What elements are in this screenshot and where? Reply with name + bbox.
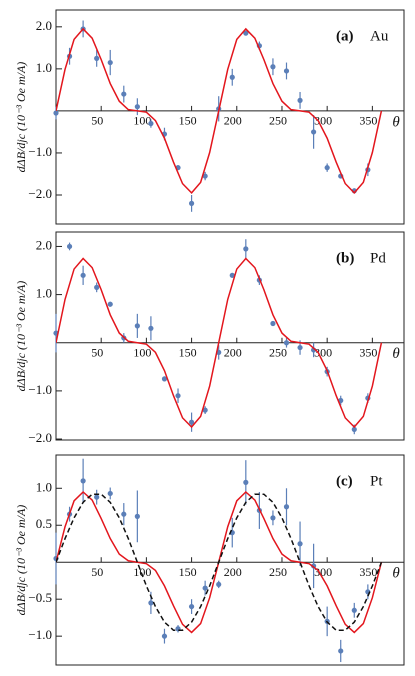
data-point (134, 104, 140, 110)
y-axis-label: dΔB/djc (10⁻³ Oe m/A) (14, 505, 28, 616)
x-tick-label: 50 (91, 345, 103, 359)
x-tick-label: 150 (179, 565, 197, 579)
x-tick-label: 350 (359, 345, 377, 359)
data-point (202, 585, 208, 591)
y-tick-label: 1.0 (36, 479, 52, 494)
data-point (188, 419, 195, 425)
data-point (324, 165, 330, 171)
x-tick-label: 150 (179, 345, 197, 359)
data-point (202, 407, 208, 413)
material-label: Au (370, 28, 389, 44)
x-tick-label: 250 (269, 345, 287, 359)
data-point (338, 648, 344, 654)
y-tick-label: −1.0 (28, 144, 52, 159)
x-tick-label: 100 (133, 565, 151, 579)
data-point (161, 633, 168, 639)
data-point (297, 344, 303, 351)
x-tick-label: 350 (359, 114, 377, 128)
data-point (351, 607, 357, 613)
data-point (107, 59, 113, 66)
data-point (283, 340, 290, 346)
x-axis-label: θ (392, 346, 400, 362)
y-tick-label: 1.0 (36, 60, 52, 75)
x-tick-label: 300 (314, 345, 332, 359)
data-point (66, 243, 73, 250)
y-tick-label: −1.0 (28, 627, 52, 642)
y-tick-label: 2.0 (36, 237, 52, 252)
data-point (311, 129, 317, 135)
fit-curve (56, 257, 383, 429)
y-tick-label: −0.5 (28, 590, 52, 605)
y-tick-label: 2.0 (36, 18, 52, 33)
x-tick-label: 250 (269, 565, 287, 579)
data-point (297, 97, 303, 103)
data-point (243, 30, 249, 36)
x-tick-label: 150 (179, 114, 197, 128)
panel-label: (a) (336, 28, 354, 44)
data-point (229, 74, 235, 80)
material-label: Pt (370, 473, 383, 489)
x-tick-label: 200 (224, 345, 242, 359)
material-label: Pd (370, 250, 386, 266)
data-point (297, 541, 303, 547)
data-point (80, 272, 86, 278)
x-tick-label: 200 (224, 565, 242, 579)
data-point (188, 603, 195, 610)
data-point (270, 320, 276, 327)
y-tick-label: 1.0 (36, 286, 52, 301)
x-tick-label: 350 (359, 565, 377, 579)
data-point (134, 513, 140, 519)
y-tick-label: 0.5 (36, 516, 52, 531)
y-tick-label: −1.0 (28, 382, 52, 397)
x-tick-label: 50 (91, 565, 103, 579)
data-point (270, 64, 276, 70)
x-tick-label: 250 (269, 114, 287, 128)
data-point (148, 325, 154, 331)
data-point (229, 272, 235, 278)
data-point (270, 515, 276, 521)
x-axis-label: θ (392, 566, 400, 582)
x-tick-label: 200 (224, 114, 242, 128)
data-point (94, 494, 100, 500)
x-tick-label: 300 (314, 114, 332, 128)
y-axis-label: dΔB/djc (10⁻³ Oe m/A) (14, 62, 28, 173)
data-point (188, 200, 195, 206)
data-point (216, 581, 222, 588)
data-point (148, 120, 154, 127)
y-tick-label: −2.0 (28, 430, 52, 445)
data-point (351, 426, 357, 433)
x-tick-label: 100 (133, 345, 151, 359)
data-point (94, 55, 100, 61)
fit-curve (56, 27, 383, 194)
fit-curve-dashed (56, 493, 383, 631)
data-point (283, 504, 290, 510)
x-axis-label: θ (392, 114, 400, 130)
data-point (107, 301, 113, 307)
data-point (283, 68, 290, 74)
data-point (53, 110, 59, 116)
data-point (243, 246, 249, 252)
data-point (243, 479, 249, 485)
data-point (175, 393, 181, 399)
data-point (148, 600, 154, 606)
data-point (202, 173, 208, 179)
panel-label: (b) (336, 250, 354, 266)
x-tick-label: 100 (133, 114, 151, 128)
data-point (161, 376, 168, 382)
panel-label: (c) (336, 473, 353, 489)
data-point (134, 323, 140, 329)
x-tick-label: 50 (91, 114, 103, 128)
data-point (121, 511, 127, 517)
data-point (107, 490, 113, 497)
data-point (80, 478, 86, 484)
x-tick-label: 300 (314, 565, 332, 579)
y-tick-label: −2.0 (28, 186, 52, 201)
data-point (121, 91, 127, 97)
y-axis-label: dΔB/djc (10⁻³ Oe m/A) (14, 281, 28, 392)
data-point (94, 284, 100, 290)
